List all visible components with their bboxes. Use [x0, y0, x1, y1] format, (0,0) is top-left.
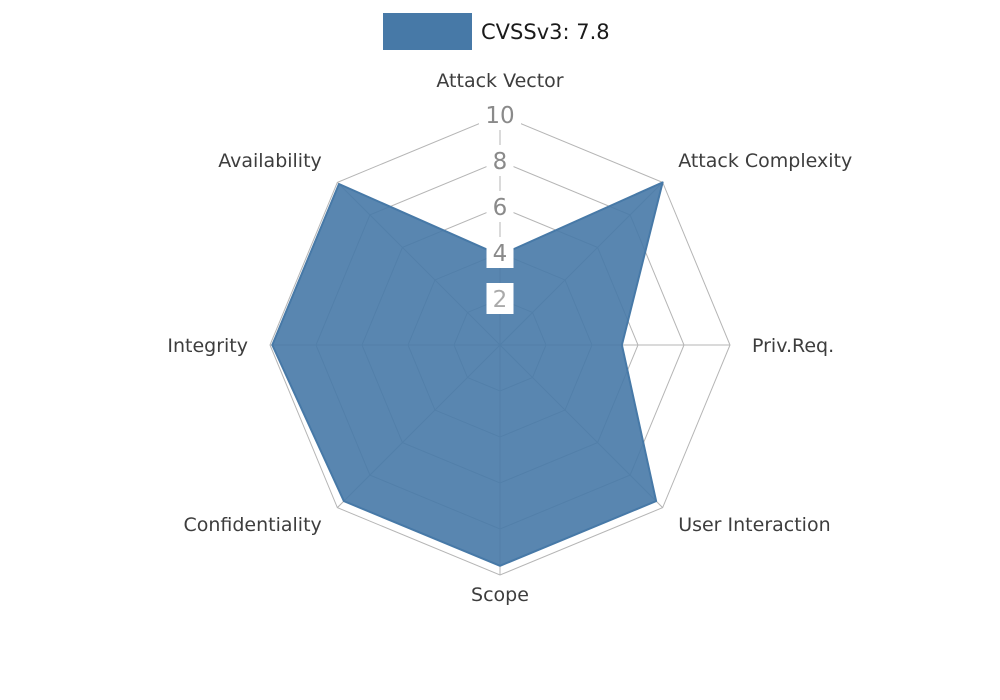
tick-label: 4: [493, 241, 508, 267]
axis-label: Integrity: [167, 335, 248, 357]
tick-box: [486, 237, 514, 268]
axis-label: Attack Vector: [436, 70, 563, 92]
tick-label: 10: [485, 103, 514, 129]
legend-label: CVSSv3: 7.8: [481, 19, 610, 44]
tick-box: [486, 191, 514, 222]
tick-box: [479, 99, 521, 130]
data-polygon: [271, 181, 664, 567]
axis-label: Confidentiality: [183, 514, 321, 536]
tick-label: 8: [493, 149, 508, 175]
tick-label: 2: [493, 287, 508, 313]
tick-box: [486, 283, 514, 314]
axis-label: Availability: [218, 150, 322, 172]
axis-label: Attack Complexity: [678, 150, 852, 172]
axis-label: Scope: [471, 584, 529, 606]
chart-legend: CVSSv3: 7.8: [383, 13, 610, 50]
tick-box: [486, 145, 514, 176]
legend-swatch: [383, 13, 472, 50]
axis-label: Priv.Req.: [752, 335, 834, 357]
tick-label: 6: [493, 195, 508, 221]
axis-label: User Interaction: [678, 514, 830, 536]
